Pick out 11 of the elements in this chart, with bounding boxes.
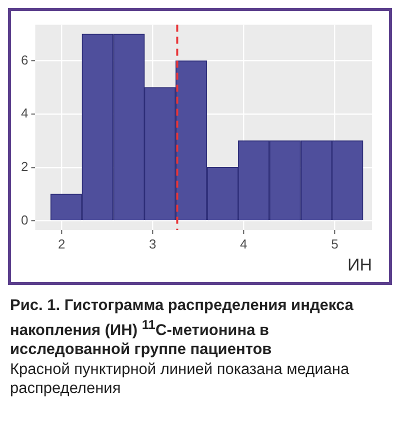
y-tick-label: 0 — [20, 212, 28, 228]
y-tick-label: 2 — [20, 158, 28, 174]
y-tick-label: 6 — [20, 52, 28, 68]
x-tick-label: 3 — [149, 236, 156, 252]
text: Рис. 1. Гистограмма распределения индекса накопления (ИН) $^{11}$C-метионина в исследованной группе пациентов — [10, 296, 354, 360]
x-axis-title: ИН — [348, 255, 372, 274]
x-tick-label: 4 — [240, 236, 248, 252]
x-tick-label: 2 — [58, 236, 66, 252]
y-tick-label: 4 — [20, 106, 28, 121]
text: Красной пунктирной линией показана медиана распределения — [10, 360, 350, 398]
x-tick-label: 5 — [331, 236, 338, 252]
